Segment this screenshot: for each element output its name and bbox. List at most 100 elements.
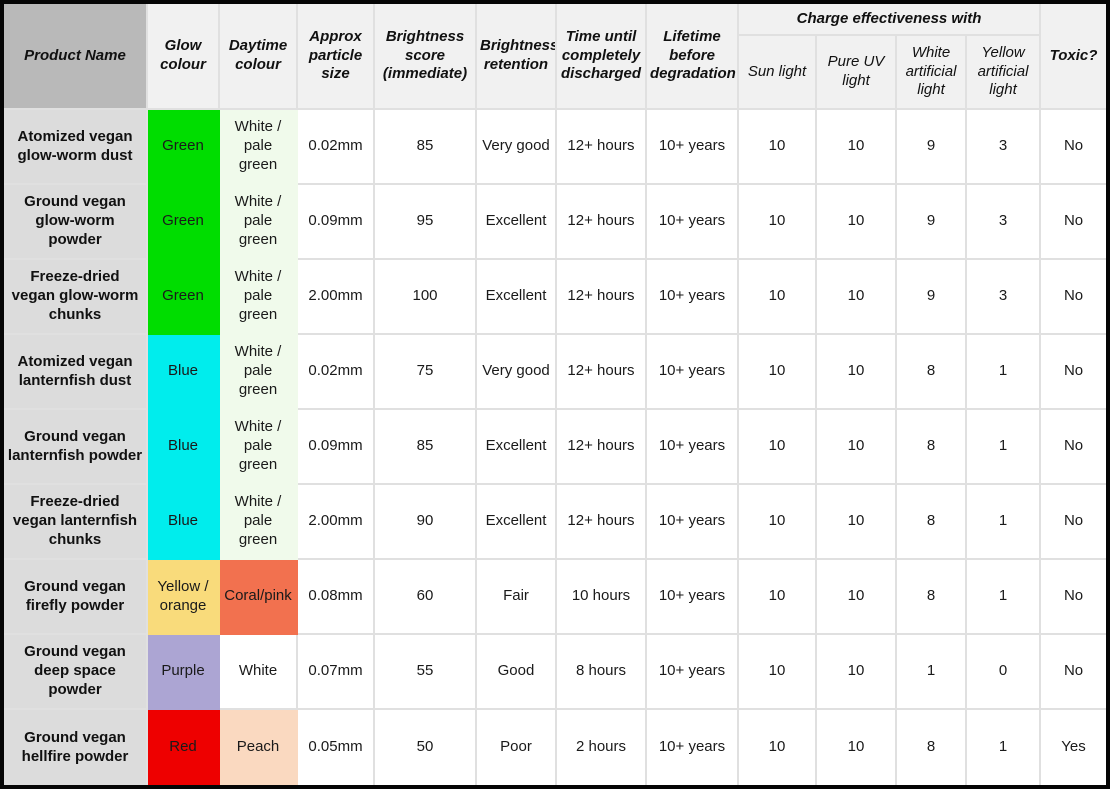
daytime-colour-swatch: White / pale green bbox=[220, 485, 298, 560]
brightness-score-cell: 50 bbox=[375, 710, 477, 785]
table-row: Ground vegan hellfire powder Red Peach 0.05… bbox=[4, 710, 1107, 785]
glow-colour-swatch: Yellow / orange bbox=[148, 560, 220, 635]
charge-sunlight-cell: 10 bbox=[739, 185, 817, 260]
col-header-discharge-time: Time until completely discharged bbox=[557, 4, 647, 110]
lifetime-cell: 10+ years bbox=[647, 335, 739, 410]
product-name-cell: Freeze-dried vegan glow-worm chunks bbox=[4, 260, 148, 335]
lifetime-cell: 10+ years bbox=[647, 635, 739, 710]
charge-uv-light-cell: 10 bbox=[817, 410, 897, 485]
discharge-time-cell: 2 hours bbox=[557, 710, 647, 785]
daytime-colour-swatch: Peach bbox=[220, 710, 298, 785]
product-name-cell: Ground vegan glow-worm powder bbox=[4, 185, 148, 260]
particle-size-cell: 0.08mm bbox=[298, 560, 375, 635]
particle-size-cell: 0.09mm bbox=[298, 410, 375, 485]
brightness-score-cell: 95 bbox=[375, 185, 477, 260]
brightness-retention-cell: Very good bbox=[477, 335, 557, 410]
brightness-retention-cell: Excellent bbox=[477, 185, 557, 260]
particle-size-cell: 0.02mm bbox=[298, 335, 375, 410]
product-name-cell: Ground vegan lanternfish powder bbox=[4, 410, 148, 485]
charge-yellow-light-cell: 0 bbox=[967, 635, 1042, 710]
glow-colour-swatch: Green bbox=[148, 110, 220, 185]
discharge-time-cell: 12+ hours bbox=[557, 260, 647, 335]
brightness-retention-cell: Excellent bbox=[477, 410, 557, 485]
product-name-cell: Ground vegan deep space powder bbox=[4, 635, 148, 710]
charge-yellow-light-cell: 1 bbox=[967, 335, 1042, 410]
lifetime-cell: 10+ years bbox=[647, 110, 739, 185]
charge-yellow-light-cell: 3 bbox=[967, 260, 1042, 335]
col-header-daytime-colour: Daytime colour bbox=[220, 4, 298, 110]
glow-colour-swatch: Blue bbox=[148, 485, 220, 560]
toxic-cell: No bbox=[1041, 485, 1107, 560]
charge-uv-light-cell: 10 bbox=[817, 485, 897, 560]
col-header-glow-colour: Glow colour bbox=[148, 4, 220, 110]
table-row: Atomized vegan glow-worm dust Green White … bbox=[4, 110, 1107, 185]
charge-sunlight-cell: 10 bbox=[739, 110, 817, 185]
glow-colour-swatch: Green bbox=[148, 260, 220, 335]
table-body: Atomized vegan glow-worm dust Green White … bbox=[4, 110, 1107, 785]
col-header-particle-size: Approx particle size bbox=[298, 4, 375, 110]
particle-size-cell: 0.02mm bbox=[298, 110, 375, 185]
brightness-score-cell: 85 bbox=[375, 110, 477, 185]
toxic-cell: No bbox=[1041, 110, 1107, 185]
charge-white-light-cell: 8 bbox=[897, 335, 967, 410]
discharge-time-cell: 12+ hours bbox=[557, 335, 647, 410]
col-header-sun-light: Sun light bbox=[739, 36, 817, 110]
charge-yellow-light-cell: 3 bbox=[967, 185, 1042, 260]
product-name-cell: Atomized vegan glow-worm dust bbox=[4, 110, 148, 185]
discharge-time-cell: 8 hours bbox=[557, 635, 647, 710]
table-row: Ground vegan firefly powder Yellow / oran… bbox=[4, 560, 1107, 635]
daytime-colour-swatch: White / pale green bbox=[220, 335, 298, 410]
lifetime-cell: 10+ years bbox=[647, 410, 739, 485]
charge-sunlight-cell: 10 bbox=[739, 560, 817, 635]
charge-white-light-cell: 1 bbox=[897, 635, 967, 710]
product-name-cell: Atomized vegan lanternfish dust bbox=[4, 335, 148, 410]
charge-sunlight-cell: 10 bbox=[739, 260, 817, 335]
charge-yellow-light-cell: 3 bbox=[967, 110, 1042, 185]
glow-colour-swatch: Red bbox=[148, 710, 220, 785]
charge-uv-light-cell: 10 bbox=[817, 110, 897, 185]
brightness-retention-cell: Very good bbox=[477, 110, 557, 185]
brightness-score-cell: 100 bbox=[375, 260, 477, 335]
brightness-score-cell: 90 bbox=[375, 485, 477, 560]
header-row-sub: Sun light Pure UV light White artificial… bbox=[4, 36, 1106, 110]
charge-sunlight-cell: 10 bbox=[739, 410, 817, 485]
charge-white-light-cell: 8 bbox=[897, 560, 967, 635]
daytime-colour-swatch: White / pale green bbox=[220, 185, 298, 260]
table-row: Ground vegan glow-worm powder Green White … bbox=[4, 185, 1107, 260]
discharge-time-cell: 12+ hours bbox=[557, 185, 647, 260]
charge-yellow-light-cell: 1 bbox=[967, 410, 1042, 485]
col-header-yellow-artificial-light: Yellow artificial light bbox=[967, 36, 1042, 110]
lifetime-cell: 10+ years bbox=[647, 485, 739, 560]
particle-size-cell: 0.07mm bbox=[298, 635, 375, 710]
table-header: Product Name Glow colour Daytime colour … bbox=[4, 4, 1107, 110]
lifetime-cell: 10+ years bbox=[647, 185, 739, 260]
particle-size-cell: 2.00mm bbox=[298, 260, 375, 335]
daytime-colour-swatch: Coral/pink bbox=[220, 560, 298, 635]
charge-uv-light-cell: 10 bbox=[817, 260, 897, 335]
charge-yellow-light-cell: 1 bbox=[967, 485, 1042, 560]
charge-uv-light-cell: 10 bbox=[817, 635, 897, 710]
discharge-time-cell: 12+ hours bbox=[557, 410, 647, 485]
particle-size-cell: 2.00mm bbox=[298, 485, 375, 560]
toxic-cell: No bbox=[1041, 260, 1107, 335]
product-name-cell: Ground vegan firefly powder bbox=[4, 560, 148, 635]
col-header-charge-effectiveness-group: Charge effectiveness with bbox=[739, 4, 1042, 36]
product-name-cell: Ground vegan hellfire powder bbox=[4, 710, 148, 785]
particle-size-cell: 0.09mm bbox=[298, 185, 375, 260]
toxic-cell: Yes bbox=[1041, 710, 1107, 785]
glow-colour-swatch: Blue bbox=[148, 335, 220, 410]
table-row: Freeze-dried vegan glow-worm chunks Green… bbox=[4, 260, 1107, 335]
charge-white-light-cell: 8 bbox=[897, 485, 967, 560]
discharge-time-cell: 10 hours bbox=[557, 560, 647, 635]
table-row: Ground vegan lanternfish powder Blue White… bbox=[4, 410, 1107, 485]
brightness-score-cell: 60 bbox=[375, 560, 477, 635]
charge-yellow-light-cell: 1 bbox=[967, 710, 1042, 785]
charge-sunlight-cell: 10 bbox=[739, 485, 817, 560]
col-header-lifetime: Lifetime before degradation bbox=[647, 4, 739, 110]
charge-white-light-cell: 8 bbox=[897, 410, 967, 485]
toxic-cell: No bbox=[1041, 635, 1107, 710]
header-row-top: Product Name Glow colour Daytime colour … bbox=[4, 4, 1107, 110]
daytime-colour-swatch: White bbox=[220, 635, 298, 710]
table-row: Freeze-dried vegan lanternfish chunks Blu… bbox=[4, 485, 1107, 560]
